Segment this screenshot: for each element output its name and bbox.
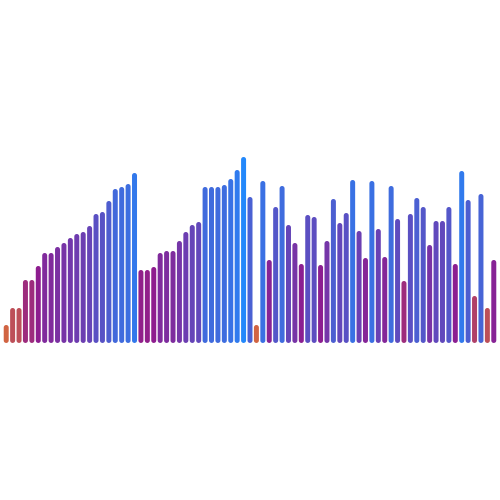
bar bbox=[35, 266, 41, 343]
bar bbox=[305, 215, 311, 343]
bar bbox=[260, 181, 266, 343]
bar bbox=[164, 251, 170, 343]
bar bbox=[465, 200, 471, 343]
bar bbox=[215, 187, 221, 343]
bar bbox=[311, 217, 317, 343]
bar bbox=[3, 325, 9, 343]
bar bbox=[273, 207, 279, 343]
bar bbox=[427, 245, 433, 343]
bar bbox=[157, 253, 163, 343]
bar bbox=[189, 225, 195, 343]
bar bbox=[119, 187, 125, 343]
bar bbox=[99, 212, 105, 343]
bar bbox=[138, 270, 144, 343]
bar bbox=[112, 189, 118, 343]
bar bbox=[80, 232, 86, 343]
bar bbox=[29, 280, 35, 343]
bar bbox=[202, 187, 208, 343]
bar bbox=[433, 221, 439, 343]
bar bbox=[170, 251, 176, 343]
bar bbox=[42, 253, 48, 343]
bar bbox=[324, 241, 330, 343]
bar bbox=[176, 241, 182, 343]
bar bbox=[292, 243, 298, 343]
bar bbox=[22, 280, 28, 343]
bar bbox=[382, 257, 388, 343]
bar bbox=[362, 258, 368, 343]
bar bbox=[395, 219, 401, 343]
bar bbox=[279, 186, 285, 343]
bar bbox=[407, 214, 413, 343]
bar bbox=[132, 173, 138, 343]
bar bbox=[356, 231, 362, 343]
bar bbox=[241, 157, 247, 343]
bar bbox=[266, 260, 272, 343]
bar bbox=[388, 186, 394, 343]
bar bbox=[491, 260, 497, 343]
bar bbox=[221, 185, 227, 343]
bar bbox=[234, 170, 240, 343]
bar bbox=[247, 197, 253, 343]
bar bbox=[253, 325, 259, 343]
bar bbox=[67, 238, 73, 343]
bar bbox=[74, 234, 80, 343]
bar bbox=[48, 253, 54, 343]
bar bbox=[337, 223, 343, 343]
bar bbox=[298, 264, 304, 343]
bar bbox=[478, 194, 484, 343]
bar bbox=[452, 264, 458, 343]
bar bbox=[285, 225, 291, 343]
bar bbox=[125, 184, 131, 343]
bar bbox=[369, 181, 375, 343]
bar bbox=[10, 308, 16, 343]
bar bbox=[375, 229, 381, 343]
bar bbox=[401, 281, 407, 343]
bar bbox=[144, 270, 150, 343]
bar bbox=[106, 201, 112, 343]
bar bbox=[330, 199, 336, 343]
bar bbox=[55, 247, 61, 343]
bar bbox=[484, 308, 490, 343]
bar bbox=[459, 171, 465, 343]
bar bbox=[16, 308, 22, 343]
bar bbox=[183, 232, 189, 343]
bar bbox=[93, 214, 99, 343]
bar bbox=[350, 180, 356, 343]
bar bbox=[343, 213, 349, 343]
bar bbox=[420, 207, 426, 343]
bar bbox=[61, 243, 67, 343]
bar bbox=[151, 267, 157, 343]
bar bbox=[196, 222, 202, 343]
bar bbox=[472, 296, 478, 343]
bar bbox=[228, 179, 234, 343]
bar bbox=[318, 265, 324, 343]
bar bbox=[414, 198, 420, 343]
bar bbox=[439, 221, 445, 343]
bar bbox=[87, 226, 93, 343]
bar bbox=[209, 187, 214, 343]
bar bbox=[446, 207, 452, 343]
